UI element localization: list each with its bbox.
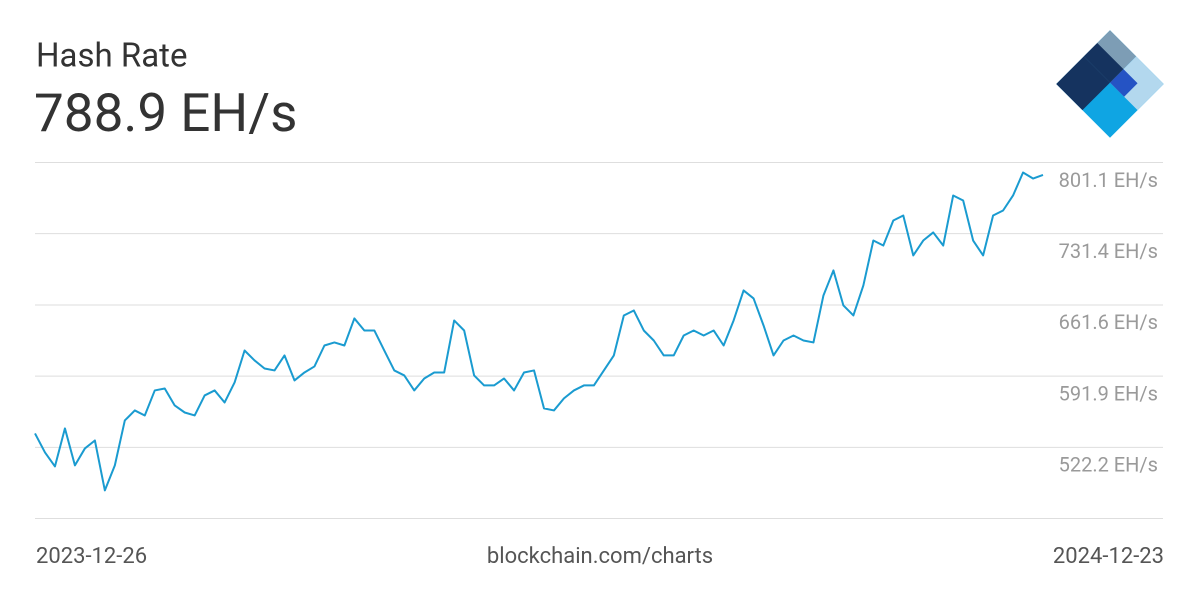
logo xyxy=(1056,30,1164,138)
logo-part xyxy=(1056,56,1110,111)
logo-part xyxy=(1110,69,1138,97)
source: blockchain.com/charts xyxy=(487,544,713,569)
logo-part xyxy=(1083,42,1124,83)
end-date: 2024-12-23 xyxy=(1053,544,1164,569)
start-date: 2023-12-26 xyxy=(36,544,147,569)
y-tick-label: 801.1 EH/s xyxy=(1059,168,1158,192)
y-tick-label: 591.9 EH/s xyxy=(1059,381,1158,405)
current-value: 788.9 EH/s xyxy=(34,82,297,144)
y-tick-label: 522.2 EH/s xyxy=(1059,453,1158,477)
y-tick-label: 661.6 EH/s xyxy=(1059,310,1158,334)
y-tick-label: 731.4 EH/s xyxy=(1059,239,1158,263)
hash-rate-line xyxy=(34,171,1044,492)
chart-title: Hash Rate xyxy=(36,37,187,76)
